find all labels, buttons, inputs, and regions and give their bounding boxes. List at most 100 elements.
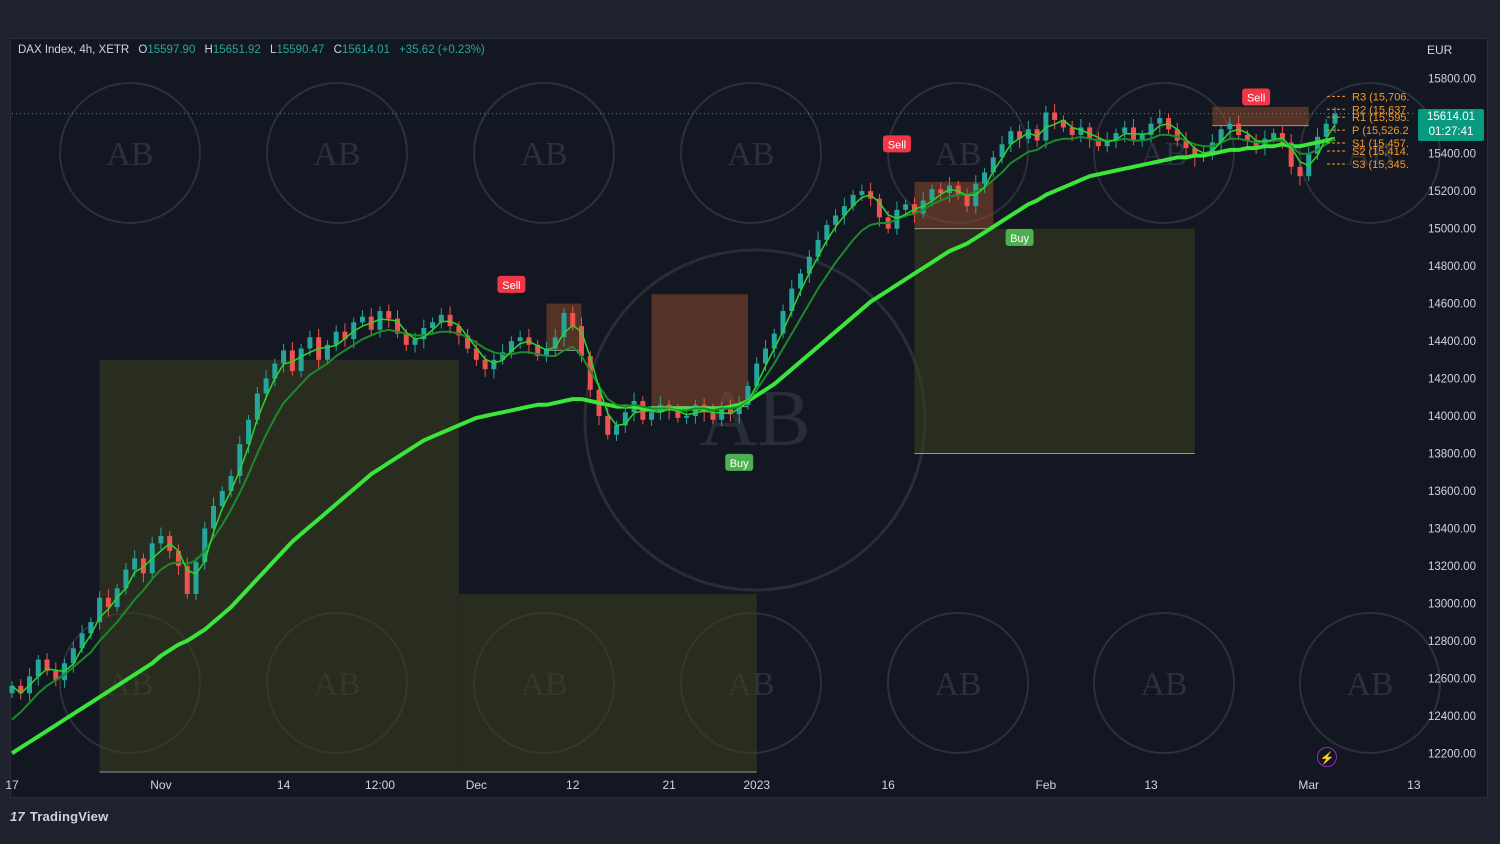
watermark-circle [473,82,615,224]
pivot-label: R3 (15,706. [1352,91,1409,103]
lightning-icon[interactable]: ⚡ [1317,747,1337,767]
candle-body [254,393,260,420]
watermark-text: AB [1140,136,1187,173]
candle-body [395,318,401,334]
candle-body [298,348,304,372]
signal-box [1005,229,1034,246]
candle-body [1227,123,1233,130]
y-tick-label: 14800.00 [1428,261,1476,273]
candle-body [202,528,208,563]
candle-body [1017,131,1023,139]
candle-body [1078,127,1084,135]
y-tick-label: 14600.00 [1428,299,1476,311]
signal-label: Sell [502,280,520,292]
candle-body [482,359,488,370]
tradingview-logo[interactable]: 17 TradingView [10,809,108,824]
candle-body [789,288,795,312]
y-tick-label: 14000.00 [1428,411,1476,423]
candle-body [1139,134,1145,141]
candle-body [307,337,313,349]
watermark-text: AB [934,666,981,703]
x-tick-label: 13 [1144,778,1158,792]
candle-body [1174,129,1180,141]
buy-zone [914,228,1195,454]
watermark-text: AB [520,136,567,173]
close-value: 15614.01 [341,44,390,56]
buy-signal: Buy [725,453,754,471]
candle-body [1218,129,1224,143]
candle-body [675,410,681,418]
y-tick-label: 13400.00 [1428,523,1476,535]
candle-body [508,341,514,353]
candle-body [438,314,444,323]
sell-signal: Sell [882,135,911,153]
pivot-label: R2 (15,637. [1352,104,1409,116]
candle-body [70,648,76,664]
candle-body [964,194,970,207]
candle-body [228,475,234,491]
signal-box [497,275,526,293]
candle-body [491,359,497,370]
candle-body [903,204,909,210]
signal-box [1242,88,1271,106]
pivot-label: S1 (15,457. [1352,138,1409,150]
candle-body [771,333,777,349]
tradingview-logo-text: TradingView [29,809,109,824]
watermark-circle [1299,612,1441,754]
watermark-text: AB [727,136,774,173]
candle-body [1297,166,1303,177]
signals-layer: Sell Buy Sell Buy Sell [497,88,1271,471]
y-tick-label: 15800.00 [1428,74,1476,86]
low-key: L [270,44,277,56]
candle-body [465,335,471,349]
pivot-label: P (15,526.2 [1352,125,1409,137]
x-tick-label: 16 [881,778,895,792]
candle-body [105,597,111,608]
signal-box [725,453,754,471]
candle-body [561,312,567,338]
candle-body [44,659,50,671]
axes-layer: 15800.0015600.0015400.0015200.0015000.00… [5,74,1476,792]
signal-box [882,135,911,153]
last-price-value: 15614.01 [1427,111,1475,123]
candle-body [955,185,961,195]
candle-body [1271,133,1277,139]
candle-body [97,597,103,623]
watermark-circle [887,612,1029,754]
y-tick-label: 13800.00 [1428,448,1476,460]
candle-body [727,406,733,415]
signal-label: Sell [1247,92,1265,104]
candle-body [745,386,751,405]
x-tick-label: Feb [1036,778,1057,792]
last-price-badge: 15614.01 01:27:41 [1418,109,1484,141]
candle-body [9,685,15,694]
x-tick-label: Nov [150,778,171,792]
candle-body [324,344,330,360]
pivot-levels-layer: R3 (15,706.R2 (15,637.R1 (15,595.P (15,5… [1327,91,1409,171]
y-tick-label: 13000.00 [1428,598,1476,610]
candle-body [500,352,506,360]
candle-body [990,157,996,173]
candle-body [35,659,41,677]
x-tick-label: Dec [466,778,487,792]
candle-body [386,311,392,319]
x-tick-label: 12:00 [365,778,395,792]
watermark-text: AB [934,136,981,173]
high-key: H [204,44,213,56]
candle-body [543,348,549,357]
symbol-title[interactable]: DAX Index, 4h, XETR [18,44,130,56]
candle-body [211,505,217,529]
candle-body [535,344,541,357]
currency-label[interactable]: EUR [1427,43,1453,57]
candle-body [79,633,85,649]
y-tick-label: 15400.00 [1428,149,1476,161]
candle-body [184,565,190,594]
candle-body [1095,138,1101,147]
sell-signal: Sell [497,275,526,293]
y-tick-label: 15200.00 [1428,186,1476,198]
candle-body [605,416,611,435]
candle-body [1183,140,1189,149]
candle-body [833,215,839,225]
candle-body [1157,118,1163,124]
